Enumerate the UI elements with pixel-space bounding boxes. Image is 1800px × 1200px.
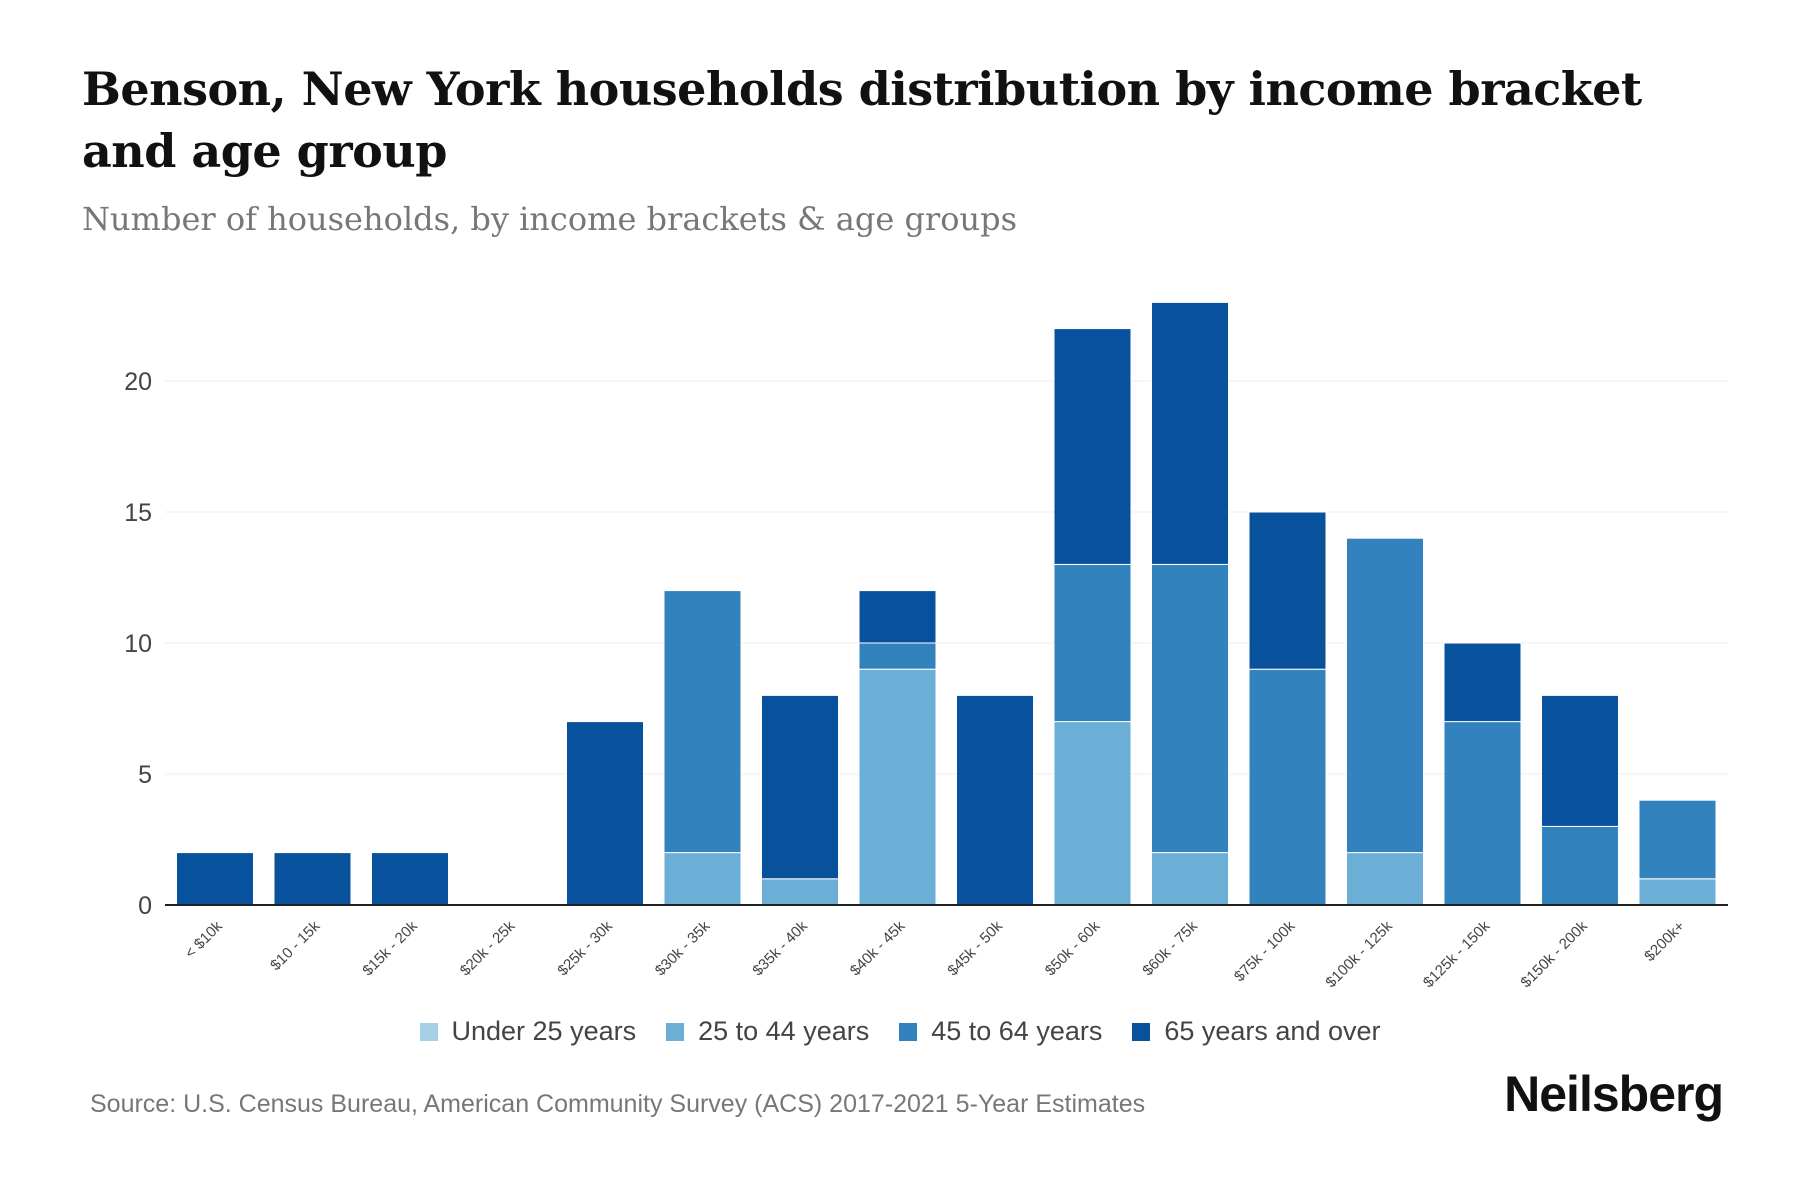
bar-segment <box>1053 721 1132 906</box>
x-tick-label: $35k - 40k <box>749 917 811 979</box>
bar-segment <box>1248 511 1327 670</box>
bar-segment <box>1541 694 1619 827</box>
bar-segment <box>761 694 839 880</box>
bar-segment <box>956 694 1034 906</box>
x-tick-label: $25k - 30k <box>554 917 616 979</box>
y-tick-label: 0 <box>138 892 152 920</box>
bar-segment <box>663 852 742 906</box>
legend-label: 45 to 64 years <box>931 1016 1103 1046</box>
y-tick-label: 5 <box>138 761 152 789</box>
x-tick-label: $20k - 25k <box>457 917 519 979</box>
legend-item: 25 to 44 years <box>666 1016 869 1047</box>
x-tick-label: $200k+ <box>1641 918 1688 965</box>
legend-label: 65 years and over <box>1164 1016 1381 1046</box>
legend: Under 25 years 25 to 44 years 45 to 64 yea… <box>0 1016 1800 1047</box>
legend-swatch <box>1132 1022 1151 1041</box>
bar-segment <box>1151 563 1229 854</box>
bar-segment <box>858 642 937 670</box>
bar-segment <box>1443 721 1522 906</box>
bar-segment <box>371 852 449 906</box>
bar-segment <box>1151 301 1229 565</box>
neilsberg-logo: Neilsberg <box>1504 1066 1724 1122</box>
chart-title: Benson, New York households distribution… <box>82 62 1642 178</box>
x-tick-label: $75k - 100k <box>1231 917 1299 985</box>
x-tick-label: $10 - 15k <box>267 917 324 974</box>
bar-segment <box>1053 563 1132 723</box>
x-tick-label: $50k - 60k <box>1042 917 1104 979</box>
bar-segment <box>1346 852 1424 906</box>
bar-segment <box>1248 668 1327 906</box>
bar-segment <box>1638 799 1717 880</box>
x-tick-label: $30k - 35k <box>652 917 714 979</box>
bar-segment <box>566 721 644 906</box>
bar-segment <box>273 852 352 906</box>
x-tick-label: $40k - 45k <box>847 917 909 979</box>
bar-segment <box>858 590 937 644</box>
source-note: Source: U.S. Census Bureau, American Com… <box>90 1090 1146 1118</box>
bar-segment <box>858 668 937 906</box>
legend-swatch <box>899 1022 918 1041</box>
bar-segment <box>1541 825 1619 906</box>
bar-segment <box>663 590 742 854</box>
bar-segment <box>1638 878 1717 906</box>
legend-item: 65 years and over <box>1132 1016 1381 1047</box>
x-tick-label: $45k - 50k <box>944 917 1006 979</box>
bar-segment <box>1151 852 1229 906</box>
y-tick-label: 20 <box>124 368 152 396</box>
x-tick-label: $150k - 200k <box>1517 917 1591 991</box>
y-tick-label: 10 <box>124 630 152 658</box>
chart-subtitle: Number of households, by income brackets… <box>82 200 1017 238</box>
bar-segment <box>761 878 839 906</box>
x-tick-label: $60k - 75k <box>1139 917 1201 979</box>
y-tick-label: 15 <box>124 499 152 527</box>
legend-swatch <box>666 1022 685 1041</box>
x-tick-label: $100k - 125k <box>1322 917 1396 991</box>
bar-segment <box>1053 328 1132 565</box>
legend-item: Under 25 years <box>419 1016 637 1047</box>
legend-label: Under 25 years <box>451 1016 637 1046</box>
bar-segment <box>176 852 254 906</box>
legend-swatch <box>419 1022 438 1041</box>
bar-segment <box>1443 642 1522 723</box>
x-tick-label: $125k - 150k <box>1420 917 1494 991</box>
legend-item: 45 to 64 years <box>899 1016 1102 1047</box>
legend-label: 25 to 44 years <box>698 1016 870 1046</box>
x-tick-label: < $10k <box>182 917 227 962</box>
x-tick-label: $15k - 20k <box>359 917 421 979</box>
bar-segment <box>1346 537 1424 854</box>
